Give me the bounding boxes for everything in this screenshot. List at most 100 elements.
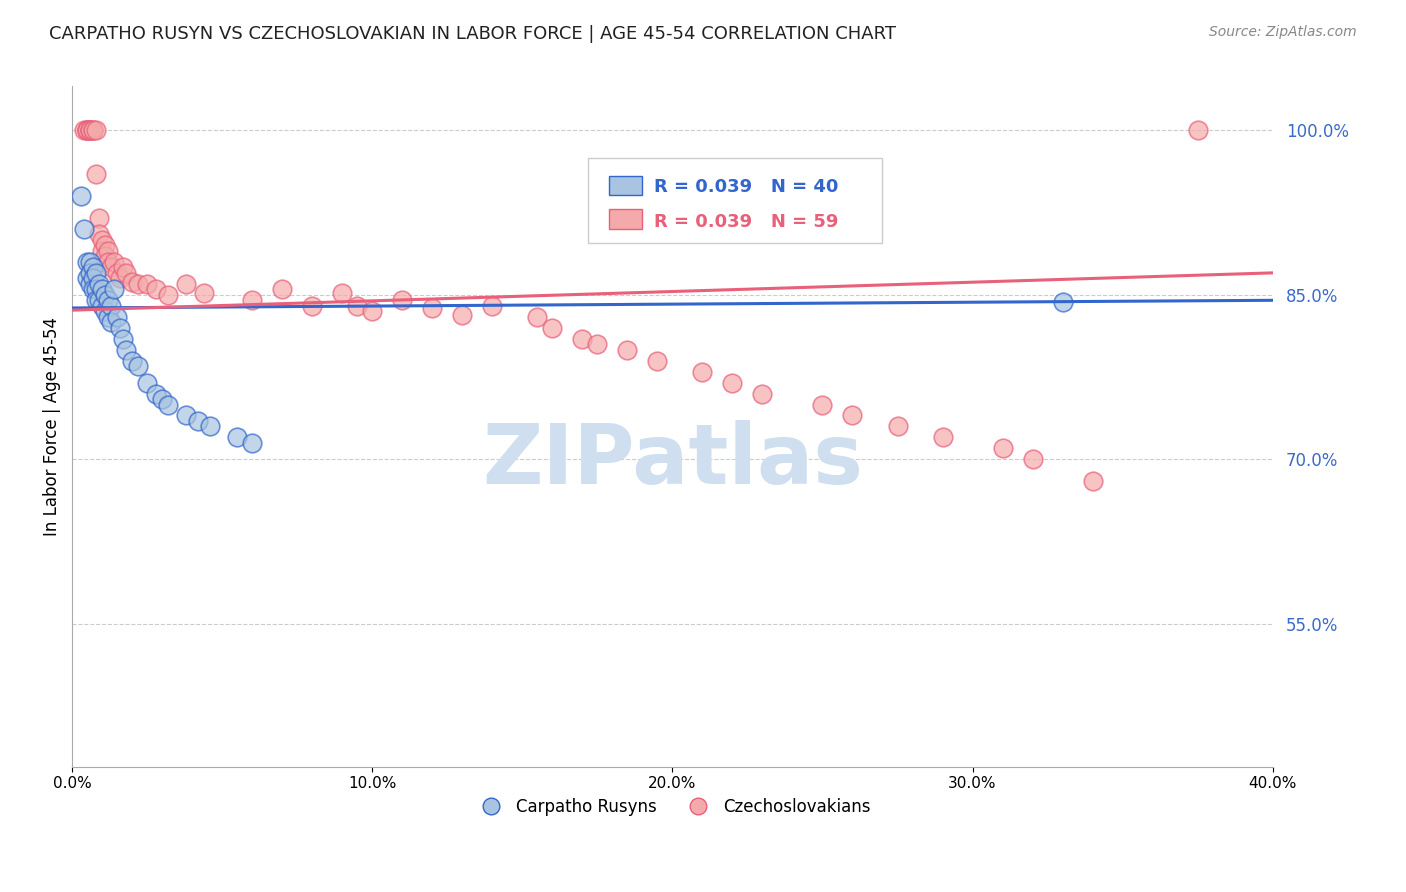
Point xyxy=(94,304,117,318)
Point xyxy=(586,337,609,351)
Point xyxy=(91,233,114,247)
Point xyxy=(1081,475,1104,489)
Point xyxy=(76,271,98,285)
Point xyxy=(174,409,197,423)
Point xyxy=(647,353,669,368)
Point xyxy=(84,167,107,181)
Point xyxy=(200,419,222,434)
Point xyxy=(97,310,120,324)
Point xyxy=(240,293,263,308)
Point xyxy=(103,282,125,296)
Point xyxy=(361,304,384,318)
Point xyxy=(110,320,132,334)
Point xyxy=(301,299,323,313)
Text: CARPATHO RUSYN VS CZECHOSLOVAKIAN IN LABOR FORCE | AGE 45-54 CORRELATION CHART: CARPATHO RUSYN VS CZECHOSLOVAKIAN IN LAB… xyxy=(49,25,896,43)
Point xyxy=(157,288,180,302)
Text: R = 0.039   N = 40: R = 0.039 N = 40 xyxy=(654,178,839,196)
Point xyxy=(94,249,117,263)
Point xyxy=(84,123,107,137)
Point xyxy=(105,310,128,324)
Point xyxy=(84,266,107,280)
Legend: Carpatho Rusyns, Czechoslovakians: Carpatho Rusyns, Czechoslovakians xyxy=(467,791,877,822)
Point xyxy=(145,282,167,296)
Point xyxy=(91,299,114,313)
Point xyxy=(89,293,111,308)
Point xyxy=(240,436,263,450)
Point xyxy=(76,123,98,137)
Point xyxy=(76,123,98,137)
Point xyxy=(187,414,209,428)
Point xyxy=(451,308,474,322)
Point xyxy=(330,285,353,300)
Point xyxy=(89,211,111,225)
Point xyxy=(82,282,104,296)
Point xyxy=(97,255,120,269)
Point xyxy=(94,238,117,252)
Point xyxy=(481,299,503,313)
FancyBboxPatch shape xyxy=(588,158,883,243)
Point xyxy=(76,255,98,269)
Point xyxy=(526,310,548,324)
Point xyxy=(115,266,138,280)
Point xyxy=(82,123,104,137)
Point xyxy=(136,376,159,390)
Point xyxy=(1052,295,1074,310)
Point xyxy=(91,282,114,296)
Point xyxy=(346,299,368,313)
Point xyxy=(91,244,114,258)
Point xyxy=(97,244,120,258)
Point xyxy=(112,260,135,275)
Point xyxy=(841,409,863,423)
Point xyxy=(174,277,197,291)
Point xyxy=(115,343,138,357)
Point xyxy=(991,442,1014,456)
Point xyxy=(105,266,128,280)
Bar xyxy=(609,210,643,228)
Point xyxy=(145,386,167,401)
Point xyxy=(1021,452,1043,467)
Point xyxy=(1187,123,1209,137)
Point xyxy=(89,227,111,242)
Point xyxy=(110,271,132,285)
Point xyxy=(79,123,101,137)
Bar xyxy=(609,176,643,195)
Point xyxy=(82,271,104,285)
Point xyxy=(84,293,107,308)
Point xyxy=(226,430,249,444)
Point xyxy=(886,419,908,434)
Point xyxy=(721,376,744,390)
Point xyxy=(97,293,120,308)
Point xyxy=(422,301,444,315)
Point xyxy=(79,277,101,291)
Y-axis label: In Labor Force | Age 45-54: In Labor Force | Age 45-54 xyxy=(44,317,60,536)
Point xyxy=(79,123,101,137)
Point xyxy=(89,277,111,291)
Text: ZIPatlas: ZIPatlas xyxy=(482,420,863,501)
Point xyxy=(931,430,953,444)
Point xyxy=(79,123,101,137)
Point xyxy=(70,189,93,203)
Point xyxy=(271,282,294,296)
Point xyxy=(150,392,173,406)
Point xyxy=(100,315,122,329)
Point xyxy=(692,365,714,379)
Point xyxy=(391,293,413,308)
Point xyxy=(82,123,104,137)
Point xyxy=(103,255,125,269)
Point xyxy=(76,123,98,137)
Point xyxy=(100,260,122,275)
Point xyxy=(79,266,101,280)
Point xyxy=(73,222,96,236)
Point xyxy=(751,386,773,401)
Point xyxy=(127,359,149,373)
Point xyxy=(121,275,143,289)
Point xyxy=(571,332,593,346)
Point xyxy=(94,288,117,302)
Point xyxy=(73,123,96,137)
Text: R = 0.039   N = 59: R = 0.039 N = 59 xyxy=(654,213,839,231)
Point xyxy=(136,277,159,291)
Point xyxy=(121,353,143,368)
Point xyxy=(193,285,215,300)
Point xyxy=(100,299,122,313)
Point xyxy=(541,320,564,334)
